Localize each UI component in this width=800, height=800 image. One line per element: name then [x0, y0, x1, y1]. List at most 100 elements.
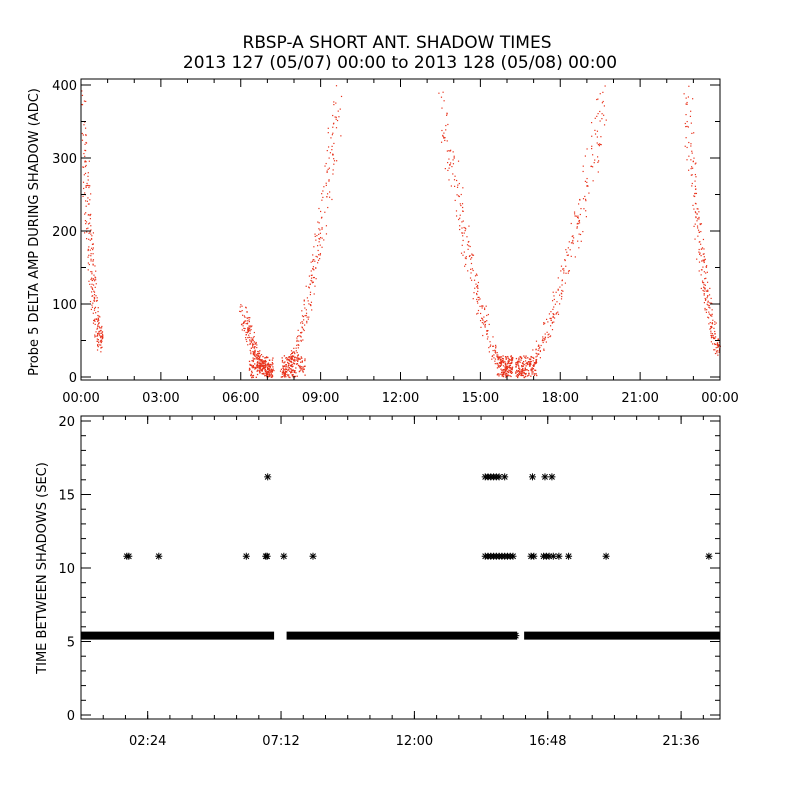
top-data-point [537, 349, 539, 351]
top-data-point [477, 309, 480, 312]
top-data-point [508, 360, 510, 362]
top-data-point [96, 334, 99, 336]
top-data-point [262, 365, 264, 367]
top-data-point [563, 268, 565, 270]
top-data-point [527, 370, 530, 372]
top-data-point [699, 241, 701, 243]
top-data-point [486, 338, 489, 340]
top-data-point [339, 108, 341, 110]
top-data-point [291, 352, 294, 354]
top-data-point [282, 370, 284, 372]
top-data-point [283, 355, 286, 357]
top-data-point [95, 335, 97, 337]
top-data-point [269, 366, 271, 369]
top-data-point [310, 301, 313, 303]
top-data-point [523, 376, 525, 378]
top-data-point [88, 246, 90, 248]
top-data-point [289, 365, 292, 367]
top-data-point [479, 298, 481, 300]
bottom-star-point [280, 552, 288, 560]
top-data-point [291, 371, 293, 373]
top-data-point [93, 274, 95, 276]
top-data-point [698, 211, 700, 213]
top-data-point [458, 218, 460, 221]
top-data-point [700, 248, 702, 250]
top-x-tick-label: 00:00 [62, 391, 99, 406]
top-data-point [455, 215, 458, 217]
top-data-point [481, 307, 483, 309]
top-data-point [310, 261, 312, 263]
top-data-point [469, 277, 472, 279]
top-data-point [88, 280, 90, 282]
top-data-point [459, 214, 461, 216]
top-data-point [337, 110, 339, 112]
top-data-point [712, 334, 714, 337]
top-data-point [318, 254, 320, 256]
top-data-point [90, 233, 92, 235]
top-data-point [688, 155, 690, 157]
top-data-point [270, 373, 272, 375]
top-data-point [699, 223, 701, 225]
top-data-point [709, 302, 711, 304]
top-data-point [87, 248, 89, 251]
top-data-point [504, 372, 506, 374]
top-data-point [250, 347, 252, 349]
top-data-point [704, 287, 706, 289]
top-data-point [83, 174, 85, 176]
top-data-point [333, 122, 335, 124]
top-data-point [481, 317, 483, 319]
top-data-point [265, 372, 267, 374]
top-data-point [312, 281, 314, 283]
top-data-point [85, 212, 87, 214]
top-data-point [492, 345, 494, 347]
top-data-point [291, 358, 293, 360]
top-data-point [502, 374, 505, 376]
bottom-y-tick-label: 10 [58, 562, 75, 577]
top-data-point [688, 169, 690, 171]
top-data-point [527, 361, 530, 363]
top-data-point [90, 271, 92, 273]
top-data-point [498, 356, 500, 358]
top-data-point [537, 345, 539, 347]
top-data-point [248, 360, 251, 363]
top-data-point [266, 363, 268, 366]
top-data-point [271, 362, 273, 364]
top-data-point [686, 103, 688, 105]
top-data-point [522, 363, 524, 365]
top-data-point [254, 351, 256, 353]
top-data-point [247, 336, 249, 339]
top-data-point [257, 355, 260, 357]
top-data-point [710, 302, 712, 304]
top-data-point [290, 368, 292, 370]
top-data-point [698, 216, 700, 219]
top-data-point [532, 365, 535, 368]
top-data-point [518, 365, 520, 367]
top-data-point [700, 274, 702, 276]
top-data-point [693, 225, 695, 227]
top-data-point [505, 368, 507, 370]
top-data-point [460, 252, 463, 254]
top-data-point [469, 254, 471, 257]
top-data-point [507, 357, 509, 359]
top-data-point [597, 143, 600, 146]
top-data-point [97, 319, 99, 321]
top-data-point [248, 336, 251, 338]
top-data-point [499, 358, 502, 360]
top-data-point [269, 370, 271, 372]
top-data-point [498, 373, 500, 375]
top-data-point [702, 289, 704, 292]
top-data-point [281, 373, 283, 375]
top-data-point [706, 290, 708, 292]
top-data-point [249, 340, 251, 342]
top-data-point [100, 347, 102, 349]
top-data-point [298, 370, 301, 373]
top-data-point [476, 293, 478, 296]
top-data-point [695, 188, 697, 190]
top-data-point [693, 132, 695, 134]
top-data-point [291, 361, 293, 364]
top-data-point [82, 195, 84, 197]
top-data-point [249, 317, 251, 319]
top-data-point [550, 311, 552, 313]
top-data-point [96, 327, 99, 329]
top-data-point [569, 249, 571, 251]
